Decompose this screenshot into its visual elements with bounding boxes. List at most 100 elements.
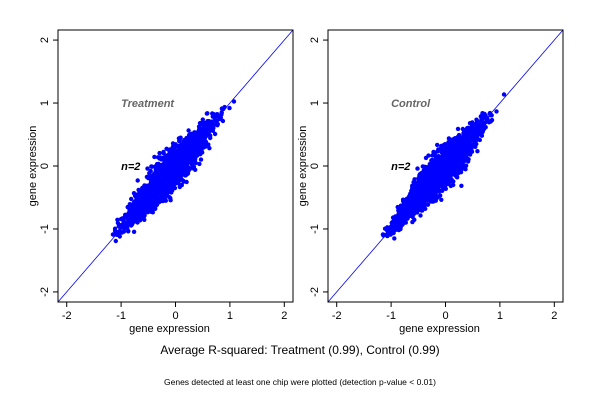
data-point: [460, 136, 465, 142]
data-point: [178, 175, 183, 180]
data-point: [191, 158, 196, 163]
data-point: [131, 229, 137, 234]
data-point: [416, 186, 421, 191]
y-tick-label: 2: [309, 37, 321, 43]
data-point: [149, 204, 154, 210]
data-point: [204, 141, 209, 147]
data-point: [415, 166, 420, 171]
data-point: [185, 136, 190, 142]
data-point: [451, 149, 457, 155]
data-point: [203, 132, 208, 138]
y-tick-label: 2: [39, 37, 51, 43]
data-point: [446, 136, 452, 141]
data-point: [215, 112, 220, 117]
data-point: [197, 161, 202, 167]
data-point: [194, 153, 199, 159]
data-point: [439, 172, 444, 177]
data-point: [444, 172, 449, 177]
y-tick-label: 0: [39, 163, 51, 169]
data-point: [432, 188, 438, 194]
data-point: [138, 212, 143, 218]
data-point: [452, 161, 457, 166]
data-point: [456, 165, 461, 170]
data-point: [185, 143, 190, 148]
data-point: [462, 157, 468, 162]
data-point: [169, 184, 174, 190]
data-point: [477, 137, 482, 143]
data-point: [175, 154, 181, 159]
y-tick-label: 1: [309, 100, 321, 106]
data-point: [416, 195, 422, 201]
data-point: [393, 214, 398, 219]
data-point: [474, 141, 479, 147]
data-point: [191, 151, 196, 156]
data-point: [147, 172, 153, 178]
data-point: [470, 143, 475, 148]
data-point: [168, 195, 173, 201]
data-point: [129, 213, 134, 219]
data-point: [142, 217, 147, 222]
point-cloud: [380, 92, 507, 241]
data-point: [227, 105, 232, 111]
x-tick-label: 2: [281, 310, 287, 322]
data-point: [196, 124, 202, 129]
data-point: [465, 143, 470, 149]
y-tick-label: -1: [309, 224, 321, 234]
y-axis-label: gene expression: [27, 126, 39, 207]
data-point: [150, 179, 155, 185]
x-axis-label: gene expression: [399, 323, 480, 335]
data-point: [446, 181, 451, 186]
data-point: [142, 183, 147, 188]
data-point: [488, 119, 493, 124]
data-point: [501, 92, 507, 97]
sample-count-annotation: n=2: [121, 161, 140, 173]
data-point: [129, 196, 134, 202]
data-point: [202, 127, 207, 132]
data-point: [412, 177, 417, 182]
data-point: [456, 135, 461, 140]
caption: Average R-squared: Treatment (0.99), Con…: [160, 343, 440, 357]
data-point: [395, 204, 400, 210]
data-point: [455, 147, 460, 153]
data-point: [441, 143, 446, 148]
data-point: [193, 144, 198, 149]
data-point: [196, 131, 201, 137]
data-point: [131, 219, 136, 224]
data-point: [164, 146, 169, 151]
data-point: [170, 188, 175, 193]
data-point: [190, 136, 195, 141]
y-axis-label: gene expression: [297, 126, 309, 207]
data-point: [419, 202, 424, 207]
data-point: [156, 174, 161, 179]
y-tick-label: 0: [309, 163, 321, 169]
data-point: [211, 112, 216, 117]
data-point: [413, 183, 418, 189]
y-tick-label: 1: [39, 100, 51, 106]
data-point: [466, 129, 471, 134]
data-point: [161, 161, 166, 167]
data-point: [459, 183, 464, 188]
data-point: [133, 215, 139, 220]
data-point: [398, 226, 403, 232]
data-point: [400, 207, 405, 212]
data-point: [125, 214, 130, 219]
data-point: [402, 216, 407, 221]
data-point: [183, 152, 189, 157]
x-tick-label: -1: [116, 310, 126, 322]
data-point: [176, 164, 181, 170]
data-point: [412, 217, 417, 222]
data-point: [200, 120, 205, 125]
data-point: [171, 143, 176, 148]
data-point: [171, 160, 176, 165]
data-point: [131, 191, 137, 196]
data-point: [177, 138, 182, 143]
data-point: [411, 207, 417, 212]
data-point: [207, 146, 212, 151]
data-point: [200, 143, 205, 148]
data-point: [392, 236, 397, 241]
footnote: Genes detected at least one chip were pl…: [164, 377, 436, 387]
data-point: [157, 199, 162, 205]
data-point: [442, 153, 447, 158]
data-point: [400, 197, 406, 202]
